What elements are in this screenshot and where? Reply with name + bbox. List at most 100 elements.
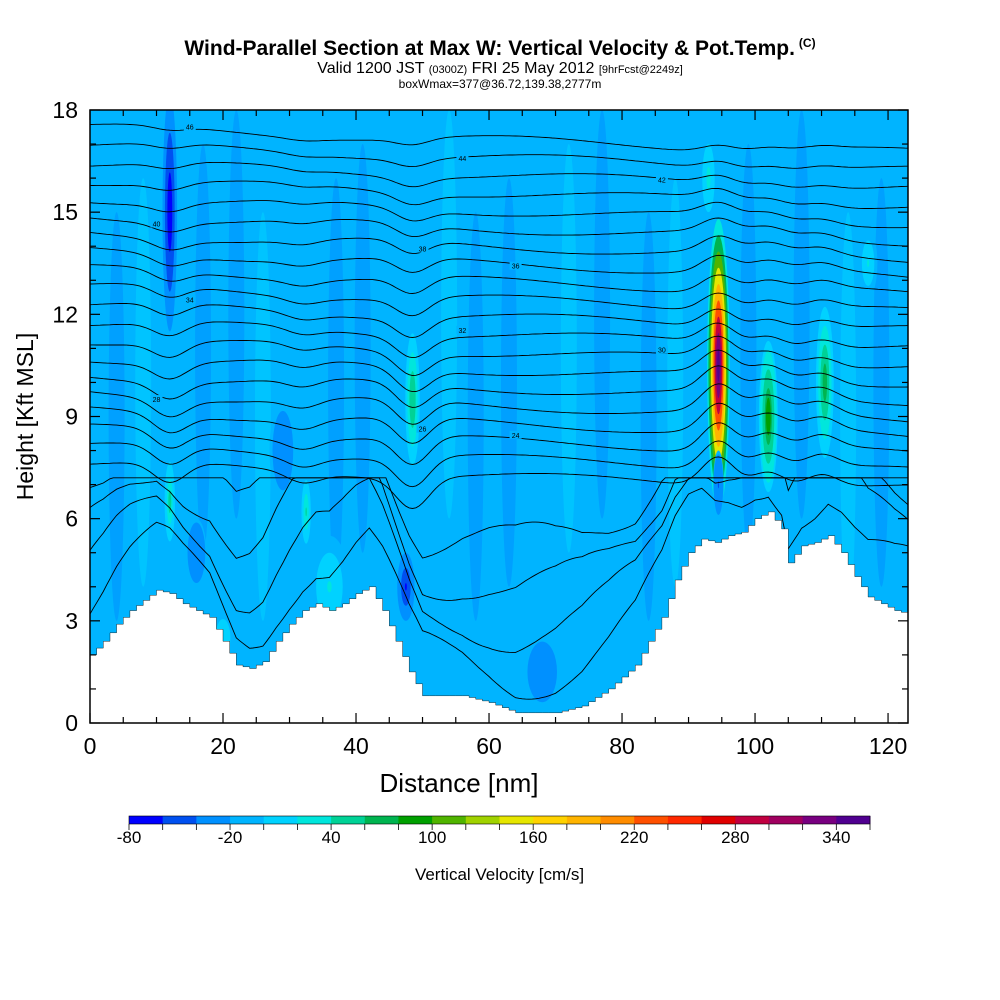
colorbar-swatch bbox=[398, 816, 433, 824]
colorbar-tick-label: 220 bbox=[620, 828, 648, 847]
downdraft-cell bbox=[525, 637, 559, 706]
theta-contour-line bbox=[90, 123, 908, 151]
x-axis-label: Distance [nm] bbox=[380, 768, 539, 798]
updraft-level bbox=[169, 495, 171, 508]
contour-label-bg bbox=[456, 154, 469, 163]
contour-label-bg bbox=[456, 325, 469, 334]
downdraft-cell bbox=[397, 552, 415, 621]
colorbar-tick-label: -80 bbox=[117, 828, 142, 847]
contour-label: 26 bbox=[419, 427, 427, 434]
colorbar-swatch bbox=[667, 816, 703, 824]
contour-label-bg bbox=[183, 295, 196, 304]
contour-label: 28 bbox=[153, 397, 161, 404]
theta-contour-line bbox=[90, 365, 908, 408]
y-tick-label: 0 bbox=[65, 710, 78, 736]
colorbar-tick-label: 160 bbox=[519, 828, 547, 847]
weak-motion-streak bbox=[228, 110, 245, 519]
theta-contour-line bbox=[90, 200, 908, 229]
updraft-level bbox=[411, 390, 414, 409]
theta-contour-line bbox=[90, 422, 908, 465]
weak-motion-streak bbox=[467, 212, 484, 621]
weak-motion-streak bbox=[500, 178, 517, 587]
theta-contour-line bbox=[90, 264, 908, 294]
theta-contours bbox=[90, 123, 908, 700]
weak-motion-streak bbox=[441, 110, 458, 519]
colorbar-swatch bbox=[566, 816, 602, 824]
colorbar-swatch bbox=[768, 816, 804, 824]
contour-label-bg bbox=[416, 424, 429, 433]
updraft-cell bbox=[300, 470, 313, 553]
theta-contour-line bbox=[90, 477, 908, 559]
y-tick-label: 9 bbox=[65, 404, 78, 430]
contour-label: 38 bbox=[419, 247, 427, 254]
colorbar-swatch bbox=[735, 816, 770, 824]
weak-motion-streak bbox=[740, 144, 757, 553]
y-tick-label: 6 bbox=[65, 506, 78, 532]
downdraft-level bbox=[540, 668, 545, 676]
theta-contour-labels: 46 44 42 40 38 36 34 32 30 28 26 24 bbox=[150, 122, 668, 440]
x-tick-label: 20 bbox=[210, 733, 236, 759]
terrain bbox=[90, 511, 908, 723]
colorbar-tick-label: 100 bbox=[418, 828, 446, 847]
colorbar-swatch bbox=[230, 816, 265, 824]
weak-motion-streak bbox=[793, 110, 810, 519]
contour-label: 34 bbox=[186, 297, 194, 304]
weak-motion-streak bbox=[254, 212, 271, 621]
colorbar-swatch bbox=[465, 816, 500, 824]
valid-date: FRI 25 May 2012 bbox=[471, 60, 595, 77]
contour-label: 46 bbox=[186, 125, 194, 132]
updraft-cell bbox=[757, 331, 779, 502]
theta-contour-line bbox=[90, 161, 908, 189]
colorbar-swatch bbox=[129, 816, 164, 824]
downdraft-level bbox=[281, 444, 285, 457]
updraft-cell bbox=[858, 229, 878, 298]
theta-contour-line bbox=[90, 180, 908, 209]
valid-time: Valid 1200 JST (0300Z) FRI 25 May 2012 [… bbox=[0, 60, 1000, 78]
valid-prefix: Valid 1200 JST bbox=[317, 60, 425, 77]
y-tick-label: 18 bbox=[52, 97, 78, 123]
colorbar-tick-label: 280 bbox=[721, 828, 749, 847]
colorbar-swatch bbox=[432, 816, 467, 824]
y-tick-label: 15 bbox=[52, 199, 78, 225]
chart-title-text: Wind-Parallel Section at Max W: Vertical… bbox=[184, 37, 795, 60]
updraft-cell bbox=[403, 314, 422, 485]
theta-contour-line bbox=[90, 487, 908, 700]
colorbar-swatch bbox=[600, 816, 635, 824]
updraft-level bbox=[867, 259, 870, 268]
updraft-level bbox=[823, 372, 826, 392]
colorbar-tick-label: 340 bbox=[822, 828, 850, 847]
contour-label: 40 bbox=[153, 221, 161, 228]
weak-motion-streak bbox=[840, 212, 857, 621]
theta-contour-line bbox=[90, 143, 908, 169]
colorbar-swatch bbox=[701, 816, 736, 824]
forecast-info: [9hrFcst@2249z] bbox=[598, 64, 683, 76]
updraft-cell bbox=[699, 127, 718, 230]
theta-contour-line bbox=[90, 456, 908, 509]
theta-contour-line bbox=[90, 217, 908, 247]
x-tick-label: 100 bbox=[736, 733, 774, 759]
y-tick-label: 12 bbox=[52, 301, 78, 327]
y-tick-label: 3 bbox=[65, 608, 78, 634]
colorbar-swatch bbox=[364, 816, 399, 824]
weak-motion-streak bbox=[195, 144, 212, 553]
theta-contour-line bbox=[90, 402, 908, 444]
contour-label-bg bbox=[655, 175, 668, 184]
colorbar-label: Vertical Velocity [cm/s] bbox=[415, 865, 584, 884]
colorbar: -80 -20 40 100 160 220 280 340 Vertical Velocity… bbox=[117, 815, 871, 884]
theta-contour-line bbox=[90, 349, 908, 393]
weak-motion-streak bbox=[135, 178, 152, 587]
contour-label-bg bbox=[150, 395, 163, 404]
x-tick-label: 120 bbox=[869, 733, 907, 759]
downdraft-level bbox=[717, 480, 720, 489]
colorbar-tick-label: -20 bbox=[218, 828, 243, 847]
contour-label: 36 bbox=[512, 264, 520, 271]
theta-contour-line bbox=[90, 383, 908, 425]
colorbar-tick-label: 40 bbox=[322, 828, 341, 847]
colorbar-swatch bbox=[802, 816, 837, 824]
contour-label-bg bbox=[509, 430, 522, 439]
updraft-cell bbox=[814, 297, 835, 468]
boxwmax-info: boxWmax=377@36.72,139.38,2777m bbox=[398, 77, 602, 91]
downdraft-level bbox=[195, 548, 198, 557]
